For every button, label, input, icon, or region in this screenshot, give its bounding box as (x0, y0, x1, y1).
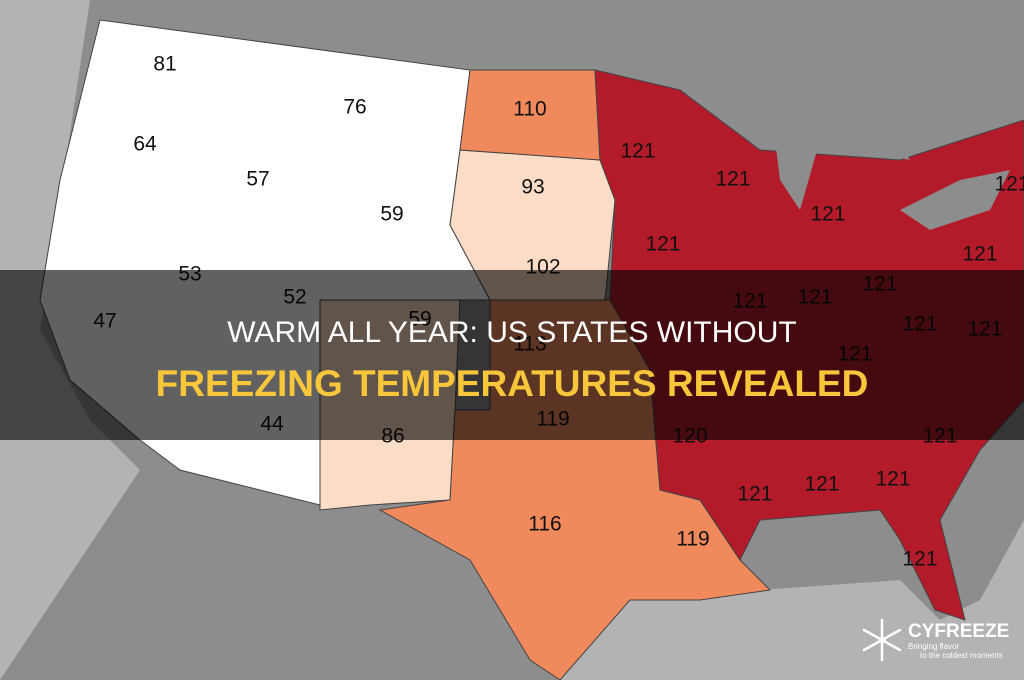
great-lakes (770, 100, 910, 210)
state-label: 121 (804, 473, 839, 496)
great-lakes (900, 170, 1010, 230)
state-label: 121 (902, 548, 937, 571)
gulf (560, 520, 1024, 680)
logo-tagline: Bringing flavor (908, 642, 959, 651)
state-label: 121 (620, 140, 655, 163)
state-label: 121 (962, 243, 997, 266)
state-label: 121 (737, 483, 772, 506)
state-label: 57 (246, 168, 269, 191)
logo (862, 618, 902, 662)
title-line-2: FREEZING TEMPERATURES REVEALED (156, 363, 869, 404)
state-label: 119 (676, 528, 709, 551)
ocean (0, 0, 140, 680)
state-label: 121 (715, 168, 750, 191)
state-label: 93 (521, 176, 544, 199)
logo-tagline: to the coldest moments (920, 651, 1003, 660)
state-label: 76 (343, 96, 366, 119)
state-label: 116 (528, 513, 561, 536)
state-label: 121 (645, 233, 680, 256)
title-line-1: WARM ALL YEAR: US STATES WITHOUT (227, 316, 797, 349)
title-banner (0, 270, 1024, 440)
state-label: 81 (153, 53, 176, 76)
snowflake-icon (862, 628, 902, 652)
state-label: 110 (513, 98, 546, 121)
state-label: 59 (380, 203, 403, 226)
state-label: 121 (810, 203, 845, 226)
state-label: 121 (994, 173, 1024, 196)
state-label: 121 (875, 468, 910, 491)
state-label: 64 (133, 133, 157, 156)
logo-name: CYFREEZE (908, 621, 1009, 642)
